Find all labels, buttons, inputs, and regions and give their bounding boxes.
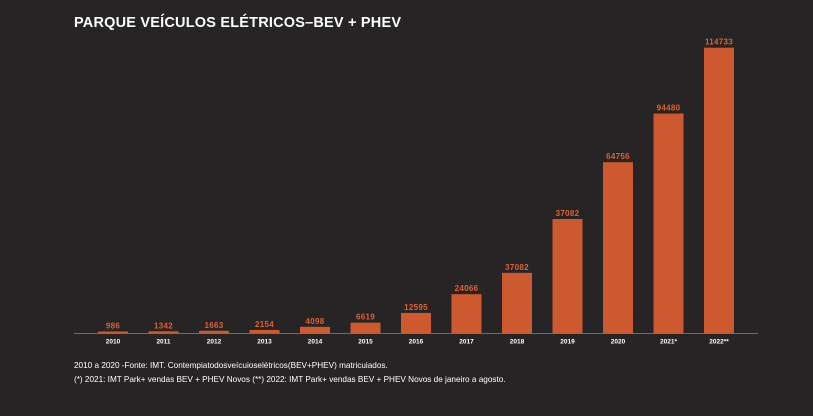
x-tick-label-12: 2022** xyxy=(709,339,729,346)
footnote-notes: (*) 2021: IMT Park+ vendas BEV + PHEV No… xyxy=(74,375,506,384)
x-tick-label-0: 2010 xyxy=(106,339,121,346)
bar-12 xyxy=(704,47,734,334)
value-label-4: 4098 xyxy=(306,317,325,326)
bar-9 xyxy=(552,219,583,334)
x-tick-label-2: 2012 xyxy=(207,339,222,346)
x-tick-label-8: 2018 xyxy=(510,339,525,346)
bar-7 xyxy=(451,294,482,334)
bar-0 xyxy=(98,331,128,334)
x-tick-label-11: 2021* xyxy=(660,339,677,346)
bar-8 xyxy=(502,272,532,334)
value-label-7: 24066 xyxy=(455,284,479,293)
x-tick-label-3: 2013 xyxy=(257,339,272,346)
value-label-2: 1663 xyxy=(205,321,224,330)
bar-5 xyxy=(350,322,381,334)
value-label-6: 12595 xyxy=(404,303,428,312)
bar-3 xyxy=(249,329,280,334)
value-label-12: 114733 xyxy=(705,38,733,47)
value-label-1: 1342 xyxy=(154,321,173,330)
value-label-10: 64756 xyxy=(606,152,630,161)
value-label-9: 37082 xyxy=(556,209,580,218)
x-tick-label-10: 2020 xyxy=(611,339,626,346)
value-label-5: 6619 xyxy=(356,313,375,322)
chart-title: PARQUE VEÍCULOS ELÉTRICOS–BEV + PHEV xyxy=(74,15,402,31)
bar-2 xyxy=(199,330,229,334)
x-tick-label-7: 2017 xyxy=(459,339,474,346)
x-tick-label-4: 2014 xyxy=(308,339,323,346)
x-tick-label-9: 2019 xyxy=(560,339,575,346)
x-tick-label-5: 2015 xyxy=(358,339,373,346)
footnote-source: 2010 a 2020 -Fonte: IMT. Contempiatodosv… xyxy=(74,361,388,370)
value-label-3: 2154 xyxy=(255,320,274,329)
value-label-8: 37082 xyxy=(505,263,529,272)
value-label-0: 986 xyxy=(106,322,120,331)
bar-10 xyxy=(603,162,633,334)
bar-1 xyxy=(148,331,179,334)
bar-6 xyxy=(401,312,431,334)
bar-11 xyxy=(653,113,684,334)
x-tick-label-1: 2011 xyxy=(156,339,170,346)
bar-4 xyxy=(300,326,330,334)
value-label-11: 94480 xyxy=(657,104,681,113)
x-tick-label-6: 2016 xyxy=(409,339,424,346)
